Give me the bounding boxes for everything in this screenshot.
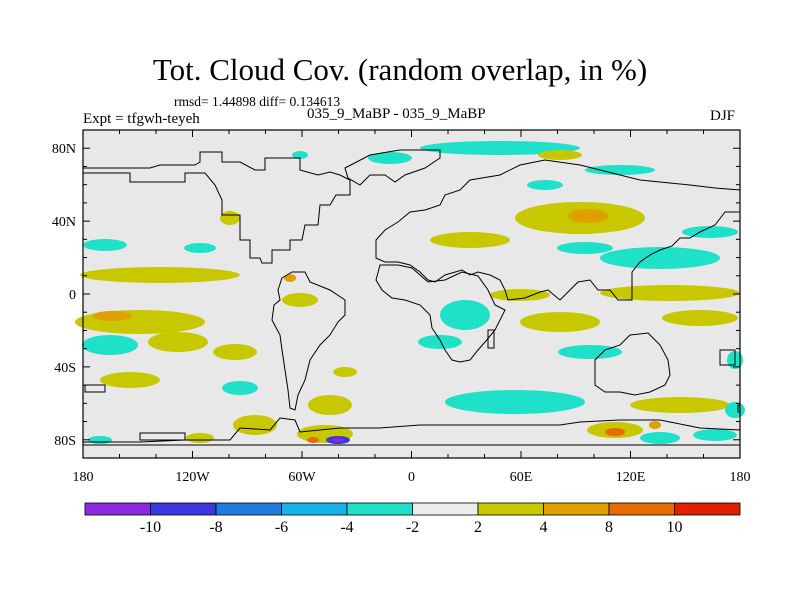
lon-tick-label: 60E bbox=[510, 470, 533, 485]
fill-patch bbox=[220, 211, 240, 225]
fill-patch bbox=[83, 239, 127, 251]
axis-ticks bbox=[82, 130, 741, 458]
colorbar bbox=[84, 502, 741, 516]
colorbar-label: 10 bbox=[667, 519, 683, 536]
fill-patch bbox=[605, 428, 625, 436]
coastline-islands bbox=[84, 349, 741, 441]
coastline-greenland bbox=[344, 149, 441, 186]
coastline-australia bbox=[594, 332, 671, 396]
fill-patch bbox=[568, 209, 608, 223]
lon-tick-label: 60W bbox=[288, 470, 316, 485]
lat-tick-label: 40S bbox=[54, 361, 76, 376]
fill-patch bbox=[600, 247, 720, 269]
lon-tick-label: 120E bbox=[616, 470, 646, 485]
fill-patch bbox=[332, 438, 344, 442]
colorbar-swatch bbox=[346, 502, 413, 516]
fill-patch bbox=[445, 390, 585, 414]
colorbar-swatch bbox=[84, 502, 151, 516]
colorbar-label: -6 bbox=[275, 519, 288, 536]
fill-patch bbox=[80, 267, 240, 283]
fill-patch bbox=[92, 311, 132, 321]
colorbar-swatch bbox=[543, 502, 610, 516]
lat-tick-label: 40N bbox=[52, 215, 76, 230]
lon-tick-labels: 180 120W 60W 0 60E 120E 180 bbox=[73, 470, 751, 485]
lon-tick-label: 180 bbox=[730, 470, 751, 485]
colorbar-swatch bbox=[674, 502, 741, 516]
fill-patch bbox=[148, 332, 208, 352]
colorbar-swatch bbox=[412, 502, 479, 516]
lon-tick-label: 0 bbox=[408, 470, 415, 485]
lat-tick-label: 80S bbox=[54, 434, 76, 449]
fill-patch bbox=[292, 151, 308, 159]
fill-patch bbox=[88, 436, 112, 444]
fill-patch bbox=[233, 415, 277, 435]
coastlines bbox=[82, 149, 741, 446]
fill-patch bbox=[100, 372, 160, 388]
fill-patch bbox=[82, 335, 138, 355]
fill-patch bbox=[725, 402, 745, 418]
colorbar-label: 4 bbox=[540, 519, 548, 536]
coastline-antarctica bbox=[82, 417, 741, 446]
colorbar-swatch bbox=[150, 502, 217, 516]
season-label: DJF bbox=[710, 108, 736, 124]
fill-patch bbox=[600, 285, 740, 301]
fill-patch bbox=[490, 289, 550, 301]
fill-patch bbox=[557, 242, 613, 254]
fill-patch bbox=[222, 381, 258, 395]
colorbar-swatch bbox=[477, 502, 544, 516]
colorbar-label: -4 bbox=[340, 519, 353, 536]
fill-patch bbox=[649, 421, 661, 429]
coastline-madagascar bbox=[487, 329, 495, 349]
coastline-north-america bbox=[83, 151, 351, 264]
fill-patch bbox=[213, 344, 257, 360]
lon-tick-label: 180 bbox=[73, 470, 94, 485]
lat-tick-labels: 80N 40N 0 40S 80S bbox=[52, 142, 76, 449]
fill-patch bbox=[640, 432, 680, 444]
colorbar-label: -2 bbox=[406, 519, 419, 536]
fill-patch bbox=[440, 300, 490, 330]
colorbar-label: 8 bbox=[605, 519, 613, 536]
fill-patch bbox=[682, 226, 738, 238]
colorbar-label: -8 bbox=[209, 519, 222, 536]
fill-patch bbox=[418, 335, 462, 349]
colorbar-labels: -10 -8 -6 -4 -2 2 4 8 10 bbox=[140, 519, 683, 536]
coastline-africa bbox=[375, 264, 506, 363]
fill-patch bbox=[538, 150, 582, 160]
fill-patch bbox=[368, 152, 412, 164]
fill-patch bbox=[693, 429, 737, 441]
fill-patch bbox=[520, 312, 600, 332]
lat-tick-label: 0 bbox=[69, 288, 76, 303]
colorbar-label: 2 bbox=[474, 519, 482, 536]
stats-label: rmsd= 1.44898 diff= 0.134613 bbox=[174, 94, 341, 109]
fill-patch bbox=[558, 345, 622, 359]
fill-patch bbox=[307, 437, 319, 443]
fill-patch bbox=[527, 180, 563, 190]
experiment-label: Expt = tfgwh-teyeh bbox=[83, 111, 200, 127]
fill-patch bbox=[284, 274, 296, 282]
anomaly-fills bbox=[75, 141, 745, 444]
colorbar-swatch bbox=[215, 502, 282, 516]
fill-patch bbox=[585, 165, 655, 175]
fill-patch bbox=[308, 395, 352, 415]
chart-title: Tot. Cloud Cov. (random overlap, in %) bbox=[152, 52, 648, 87]
coastline-eurasia bbox=[375, 159, 741, 301]
colorbar-swatch bbox=[281, 502, 348, 516]
fill-patch bbox=[184, 243, 216, 253]
colorbar-swatch bbox=[608, 502, 675, 516]
coastline-south-america bbox=[271, 271, 346, 411]
fill-patch bbox=[282, 293, 318, 307]
fill-patch bbox=[630, 397, 730, 413]
fill-patch bbox=[186, 433, 214, 443]
fill-patch bbox=[662, 310, 738, 326]
lat-tick-label: 80N bbox=[52, 142, 76, 157]
colorbar-label: -10 bbox=[140, 519, 161, 536]
fill-patch bbox=[420, 141, 580, 155]
fill-patch bbox=[430, 232, 510, 248]
lon-tick-label: 120W bbox=[175, 470, 210, 485]
comparison-label: 035_9_MaBP - 035_9_MaBP bbox=[307, 106, 486, 122]
fill-patch bbox=[333, 367, 357, 377]
